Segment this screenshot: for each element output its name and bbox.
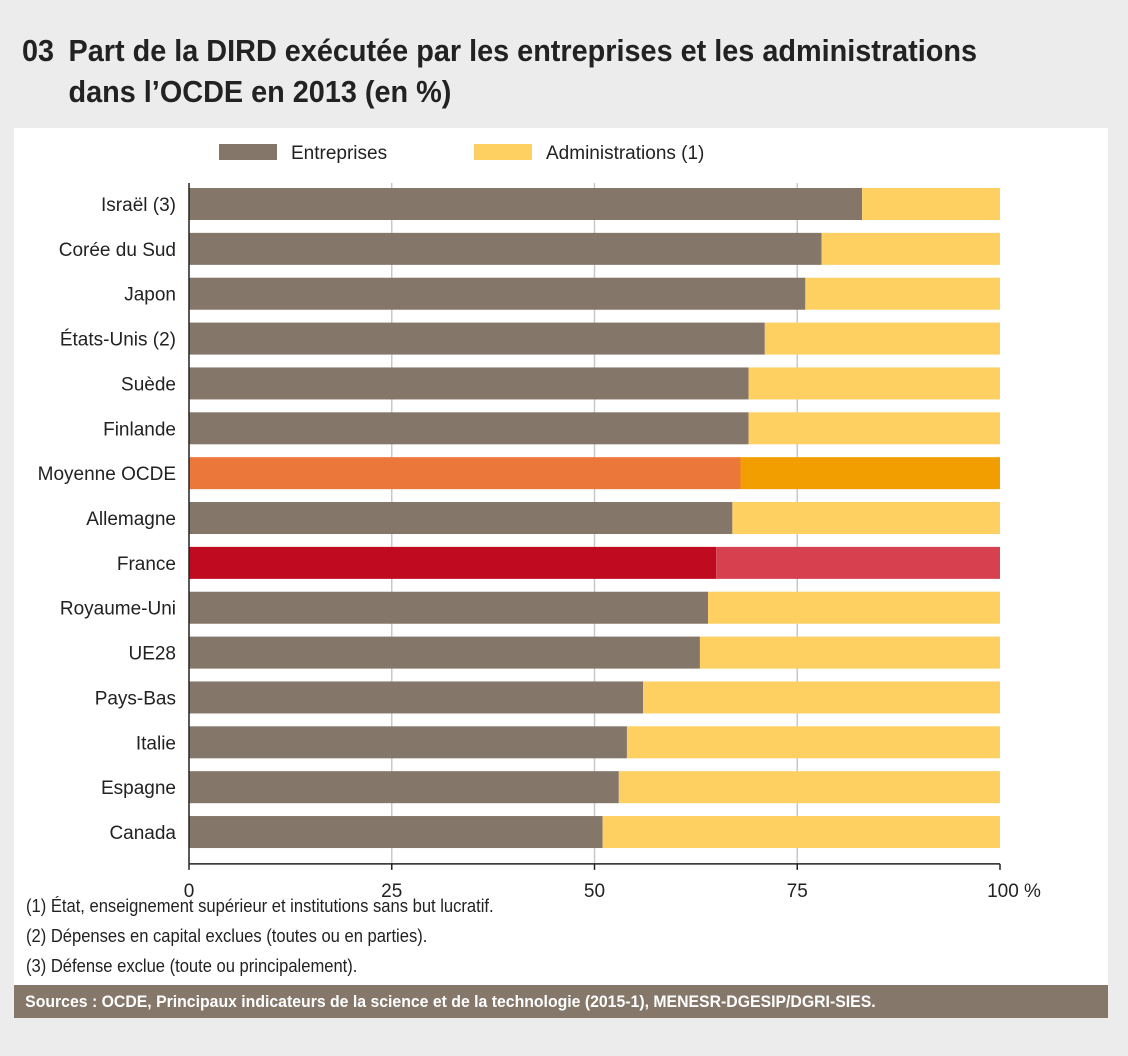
chart-panel: Entreprises Administrations (1) Israël (3)… (14, 128, 1108, 1018)
bar-chart: Entreprises Administrations (1) Israël (3)… (38, 143, 1041, 902)
bar-entreprises (189, 591, 709, 624)
sources: Sources : OCDE, Principaux indicateurs d… (14, 985, 1108, 1018)
legend-label: Administrations (1) (546, 143, 704, 164)
bar-entreprises (189, 188, 863, 220)
bar-entreprises (189, 457, 741, 490)
bar-entreprises (189, 546, 717, 579)
bar-administrations (805, 277, 1000, 310)
x-tick-label: 0 (184, 881, 195, 902)
chart-number: 03 (22, 33, 55, 68)
bar-entreprises (189, 367, 749, 400)
bar-administrations (708, 591, 1000, 624)
legend-swatch (219, 144, 277, 160)
category-label: États-Unis (2) (60, 330, 176, 351)
category-label: Japon (124, 285, 176, 306)
x-tick-label: 50 (584, 881, 605, 902)
footnote-1: (1) État, enseignement supérieur et inst… (26, 896, 494, 916)
legend-label: Entreprises (291, 143, 387, 164)
bar-administrations (862, 188, 1000, 220)
footnote-3: (3) Défense exclue (toute ou principalem… (26, 956, 358, 976)
bar-entreprises (189, 681, 644, 714)
category-label: Corée du Sud (59, 240, 176, 261)
bar-entreprises (189, 412, 749, 445)
category-label: Suède (121, 374, 176, 395)
bar-administrations (699, 636, 1000, 669)
category-label: Pays-Bas (95, 688, 176, 709)
bar-entreprises (189, 232, 822, 265)
bar-administrations (626, 726, 1000, 759)
bar-entreprises (189, 726, 627, 759)
bar-entreprises (189, 636, 700, 669)
sources-text: Sources : OCDE, Principaux indicateurs d… (25, 992, 876, 1011)
category-label: Canada (109, 823, 176, 844)
x-tick-label: 100 % (987, 881, 1041, 902)
category-label: Italie (136, 733, 176, 754)
title-line2: dans l’OCDE en 2013 (en %) (68, 74, 452, 109)
category-label: Royaume-Uni (60, 599, 176, 620)
bar-administrations (602, 816, 1000, 849)
bar-administrations (716, 546, 1000, 579)
x-tick-label: 25 (381, 881, 402, 902)
bar-entreprises (189, 322, 765, 355)
bar-entreprises (189, 771, 619, 804)
legend-swatch (474, 144, 532, 160)
category-label: Moyenne OCDE (38, 464, 176, 485)
bar-entreprises (189, 816, 603, 849)
bar-administrations (748, 412, 1000, 445)
category-label: Espagne (101, 778, 176, 799)
category-label: UE28 (128, 644, 176, 665)
bar-administrations (618, 771, 1000, 804)
category-label: France (117, 554, 176, 575)
x-tick-label: 75 (787, 881, 808, 902)
category-label: Finlande (103, 419, 176, 440)
category-label: Allemagne (86, 509, 176, 530)
bar-administrations (748, 367, 1000, 400)
bar-administrations (732, 502, 1000, 535)
footnote-2: (2) Dépenses en capital exclues (toutes … (26, 926, 428, 946)
bar-administrations (764, 322, 1000, 355)
category-label: Israël (3) (101, 195, 176, 216)
bar-entreprises (189, 502, 733, 535)
bar-administrations (643, 681, 1000, 714)
bar-administrations (821, 232, 1000, 265)
chart-title: 03 Part de la DIRD exécutée par les entre… (22, 30, 977, 112)
title-line1: Part de la DIRD exécutée par les entrepr… (68, 33, 978, 68)
bar-administrations (740, 457, 1000, 490)
bar-entreprises (189, 277, 806, 310)
